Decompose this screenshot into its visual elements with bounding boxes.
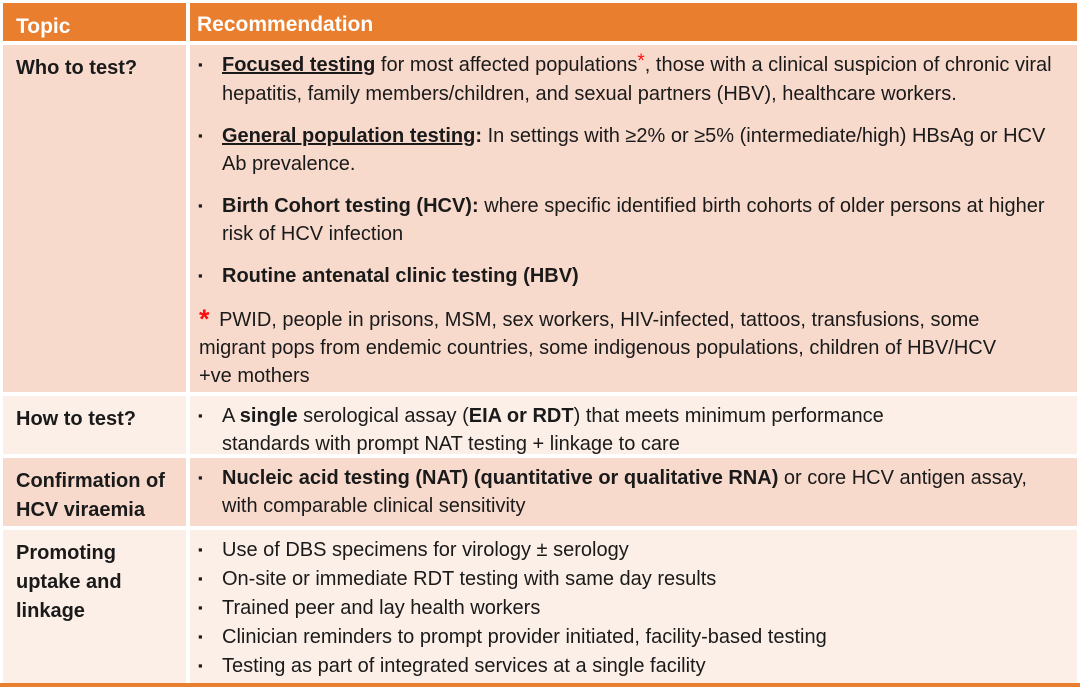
bullet-item: ▪ Clinician reminders to prompt provider… <box>195 623 1063 651</box>
topic-line: Who to test? <box>16 57 138 79</box>
bullet-item: ▪ Trained peer and lay health workers <box>195 594 1063 622</box>
table-header-row: Topic Recommendation <box>3 3 1077 41</box>
text-segment: ) that meets minimum performance standar… <box>222 405 884 454</box>
text-segment: : <box>475 125 483 147</box>
bullet-text: A single serological assay (EIA or RDT) … <box>222 402 967 454</box>
topic-cell-promoting: Promoting uptake and linkage <box>3 530 186 683</box>
bullet-text: On-site or immediate RDT testing with sa… <box>222 565 1063 593</box>
header-cell-topic: Topic <box>3 3 186 41</box>
bullet-square-icon: ▪ <box>198 57 203 72</box>
text-segment: Focused testing <box>222 54 376 76</box>
bullet-square-icon: ▪ <box>198 408 203 423</box>
text-segment: General population testing <box>222 125 476 147</box>
bullet-text: Testing as part of integrated services a… <box>222 652 1063 680</box>
text-segment: Routine antenatal clinic testing (HBV) <box>222 265 579 287</box>
footnote: * PWID, people in prisons, MSM, sex work… <box>195 306 1029 390</box>
text-segment: Birth Cohort testing (HCV): <box>222 195 479 217</box>
topic-line: HCV viraemia <box>16 499 145 521</box>
table-row-who-to-test: Who to test? ▪ Focused testing for most … <box>3 45 1077 392</box>
text-segment: where specific identified birth cohorts … <box>222 195 1045 245</box>
red-asterisk-icon: * <box>199 304 210 334</box>
bullet-item: ▪ Routine antenatal clinic testing (HBV) <box>195 262 1063 290</box>
recommendation-cell-how-to-test: ▪ A single serological assay (EIA or RDT… <box>190 396 1077 454</box>
bullet-square-icon: ▪ <box>198 470 203 485</box>
column-divider <box>186 3 190 41</box>
bullet-item: ▪ A single serological assay (EIA or RDT… <box>195 402 1063 454</box>
text-segment: Nucleic acid testing (NAT) (quantitative… <box>222 467 779 489</box>
table-bottom-border <box>0 683 1080 687</box>
bullet-item: ▪ Birth Cohort testing (HCV): where spec… <box>195 192 1063 248</box>
table-row-promoting-uptake-linkage: Promoting uptake and linkage ▪ Use of DB… <box>3 530 1077 683</box>
text-segment: Trained peer and lay health workers <box>222 597 541 619</box>
topic-cell-confirmation: Confirmation of HCV viraemia <box>3 458 186 526</box>
bullet-square-icon: ▪ <box>198 658 203 673</box>
bullet-text: Birth Cohort testing (HCV): where specif… <box>222 192 1063 248</box>
bullet-square-icon: ▪ <box>198 268 203 283</box>
header-recommendation-label: Recommendation <box>197 13 374 36</box>
column-divider <box>186 45 190 392</box>
text-segment: A <box>222 405 240 427</box>
recommendation-cell-promoting: ▪ Use of DBS specimens for virology ± se… <box>190 530 1077 683</box>
column-divider <box>186 396 190 454</box>
topic-cell-how-to-test: How to test? <box>3 396 186 454</box>
bullet-square-icon: ▪ <box>198 542 203 557</box>
bullet-item: ▪ Focused testing for most affected popu… <box>195 51 1063 108</box>
bullet-text: General population testing: In settings … <box>222 122 1063 178</box>
bullet-square-icon: ▪ <box>198 629 203 644</box>
column-divider <box>186 458 190 526</box>
bullet-text: Nucleic acid testing (NAT) (quantitative… <box>222 464 1063 520</box>
text-segment: , those with a clinical suspicion of chr… <box>222 54 1052 105</box>
text-segment: Use of DBS specimens for virology ± sero… <box>222 539 629 561</box>
text-segment: On-site or immediate RDT testing with sa… <box>222 568 717 590</box>
column-divider <box>186 530 190 683</box>
header-topic-label: Topic <box>16 15 71 38</box>
table-row-confirmation-hcv-viraemia: Confirmation of HCV viraemia ▪ Nucleic a… <box>3 458 1077 526</box>
bullet-text: Routine antenatal clinic testing (HBV) <box>222 262 1063 290</box>
text-segment: Testing as part of integrated services a… <box>222 655 706 677</box>
recommendation-cell-who-to-test: ▪ Focused testing for most affected popu… <box>190 45 1077 392</box>
bullet-item: ▪ Nucleic acid testing (NAT) (quantitati… <box>195 464 1063 520</box>
bullet-item: ▪ General population testing: In setting… <box>195 122 1063 178</box>
red-asterisk: * <box>637 51 645 72</box>
bullet-square-icon: ▪ <box>198 600 203 615</box>
bullet-square-icon: ▪ <box>198 198 203 213</box>
topic-line: How to test? <box>16 408 136 430</box>
table-row-how-to-test: How to test? ▪ A single serological assa… <box>3 396 1077 454</box>
bullet-text: Use of DBS specimens for virology ± sero… <box>222 536 1063 564</box>
bullet-text: Clinician reminders to prompt provider i… <box>222 623 1063 651</box>
bullet-item: ▪ On-site or immediate RDT testing with … <box>195 565 1063 593</box>
bullet-text: Trained peer and lay health workers <box>222 594 1063 622</box>
text-segment: or core HCV antigen assay, with comparab… <box>222 467 1027 517</box>
text-segment: for most affected populations <box>375 54 638 76</box>
topic-line: linkage <box>16 600 85 622</box>
bullet-text: Focused testing for most affected popula… <box>222 51 1063 108</box>
text-segment: EIA or RDT <box>468 405 574 427</box>
bullet-square-icon: ▪ <box>198 128 203 143</box>
bullet-item: ▪ Testing as part of integrated services… <box>195 652 1063 680</box>
text-segment: serological assay ( <box>297 405 469 427</box>
text-segment: Clinician reminders to prompt provider i… <box>222 626 827 648</box>
bullet-item: ▪ Use of DBS specimens for virology ± se… <box>195 536 1063 564</box>
topic-line: Promoting <box>16 542 116 564</box>
topic-cell-who-to-test: Who to test? <box>3 45 186 392</box>
header-cell-recommendation: Recommendation <box>190 3 1077 41</box>
text-segment: single <box>239 405 298 427</box>
topic-line: uptake and <box>16 571 122 593</box>
footnote-text: PWID, people in prisons, MSM, sex worker… <box>199 309 997 387</box>
topic-line: Confirmation of <box>16 470 165 492</box>
text-segment: In settings with ≥2% or ≥5% (intermediat… <box>222 125 1046 175</box>
bullet-square-icon: ▪ <box>198 571 203 586</box>
recommendation-cell-confirmation: ▪ Nucleic acid testing (NAT) (quantitati… <box>190 458 1077 526</box>
